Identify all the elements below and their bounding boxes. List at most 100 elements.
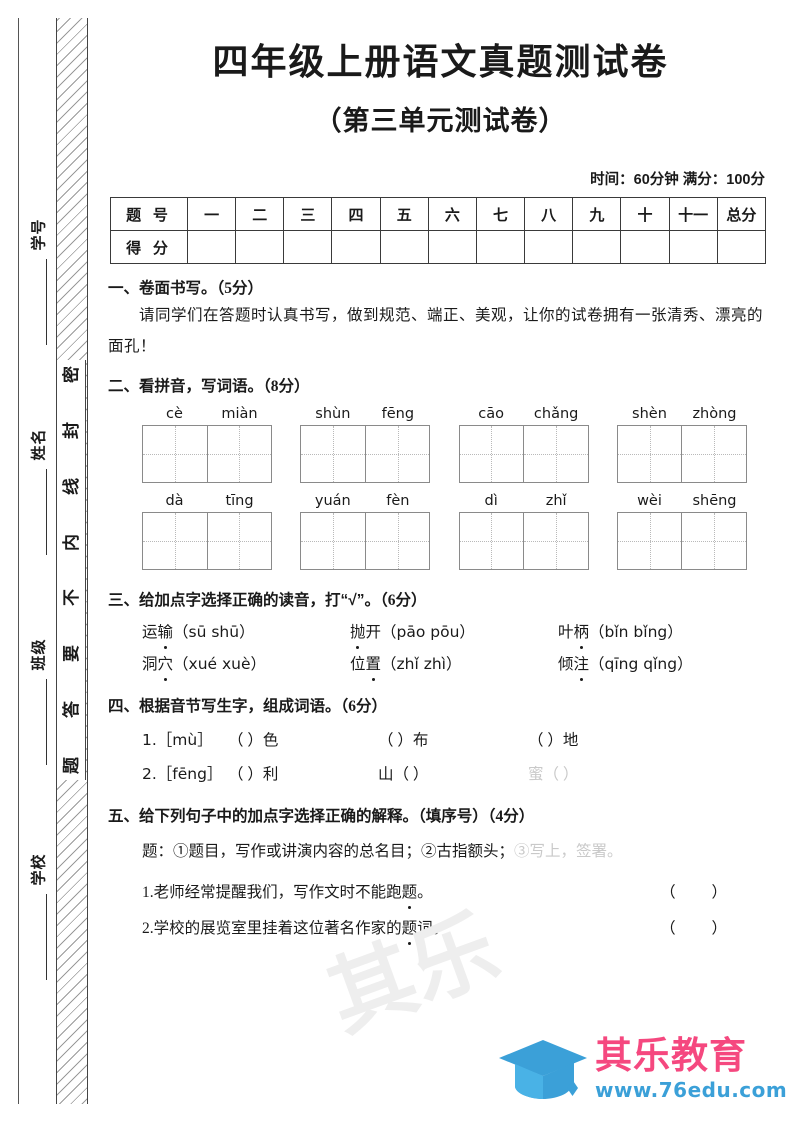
page-subtitle: （第三单元测试卷）	[314, 106, 567, 137]
pinyin-group: wèi shēng	[616, 493, 747, 571]
score-cell[interactable]	[475, 230, 526, 265]
tianzige-cell[interactable]	[301, 513, 365, 570]
pinyin-options[interactable]: （xué xuè）	[173, 655, 267, 674]
score-cell[interactable]	[283, 230, 333, 265]
definition-visible: 题：①题目，写作或讲演内容的总名目；②古指额头；	[142, 843, 515, 861]
pinyin-options[interactable]: （pāo pōu）	[381, 623, 475, 642]
tianzige-box[interactable]	[616, 512, 747, 571]
answer-slot[interactable]: 山（ ）	[378, 766, 429, 784]
pinyin-group: yuán fèn	[300, 493, 431, 571]
pinyin-syllable: miàn	[221, 406, 258, 423]
tianzige-box[interactable]	[616, 425, 747, 484]
tianzige-cell[interactable]	[459, 513, 524, 570]
sentence-text: 2.学校的展览室里挂着这位著名作家的题词。	[142, 916, 449, 946]
student-field-banji[interactable]: 班级	[18, 630, 58, 765]
sentence-prefix: 老师经常提醒我们，写作文时不能跑	[153, 884, 402, 902]
sentence-text: 1.老师经常提醒我们，写作文时不能跑题。	[142, 880, 433, 910]
answer-slot[interactable]: （ ）布	[378, 732, 429, 750]
score-cell[interactable]	[668, 230, 718, 265]
pinyin-options[interactable]: （sū shū）	[173, 623, 255, 642]
sentence-suffix: 词。	[417, 920, 449, 938]
row-label: 题 号	[110, 197, 188, 232]
answer-bracket[interactable]: （ ）	[660, 920, 743, 938]
word-prefix: 运	[142, 624, 158, 642]
seal-word: 不	[61, 589, 81, 607]
tianzige-cell[interactable]	[206, 426, 272, 483]
score-cell[interactable]	[186, 230, 237, 265]
tianzige-cell[interactable]	[143, 513, 207, 570]
site-url: www.76edu.com	[595, 1077, 788, 1102]
dotted-char: 置	[366, 652, 381, 682]
tianzige-box[interactable]	[142, 425, 272, 484]
tianzige-cell[interactable]	[364, 513, 430, 570]
score-cell[interactable]	[524, 230, 574, 265]
score-cell[interactable]	[235, 230, 285, 265]
answer-slot[interactable]: （ ）利	[228, 766, 279, 784]
pronunciation-item[interactable]: 位置（zhǐ zhì）	[350, 652, 558, 682]
score-cell[interactable]	[572, 230, 622, 265]
tianzige-cell[interactable]	[681, 513, 746, 570]
pinyin-options[interactable]: （zhǐ zhì）	[381, 655, 462, 674]
word-suffix: 开	[365, 624, 382, 642]
write-rule[interactable]	[45, 679, 47, 765]
score-cell[interactable]	[379, 230, 429, 265]
fill-row-1: 1.［mù］ （ ）色 （ ）布 （ ）地	[108, 728, 773, 750]
score-cell[interactable]	[620, 230, 670, 265]
dotted-char: 题	[402, 916, 417, 946]
tianzige-cell[interactable]	[523, 513, 588, 570]
tianzige-box[interactable]	[458, 425, 589, 484]
sentence-number: 1.	[142, 884, 154, 902]
answer-slot[interactable]: （ ）地	[528, 732, 579, 750]
write-rule[interactable]	[45, 894, 47, 980]
student-field-xuexiao[interactable]: 学校	[18, 845, 58, 980]
tianzige-box[interactable]	[300, 512, 431, 571]
student-field-xingming[interactable]: 姓名	[18, 420, 58, 555]
tianzige-cell[interactable]	[459, 426, 524, 483]
seal-word: 密	[61, 366, 81, 383]
pronunciation-item[interactable]: 叶柄（bǐn bǐng）	[558, 620, 766, 650]
tianzige-cell[interactable]	[617, 513, 682, 570]
score-cell-total[interactable]	[716, 230, 767, 265]
seal-word: 内	[61, 533, 81, 551]
sentence-number: 2.	[142, 920, 154, 938]
tianzige-cell[interactable]	[681, 426, 746, 483]
pronunciation-item[interactable]: 倾注（qīng qǐng）	[558, 652, 766, 682]
pronunciation-item[interactable]: 洞穴（xué xuè）	[142, 652, 350, 682]
score-cell[interactable]	[331, 230, 381, 265]
pinyin-syllable: fèn	[386, 493, 410, 510]
student-field-xuehao[interactable]: 学号	[18, 210, 58, 345]
pronunciation-item[interactable]: 抛开（pāo pōu）	[350, 620, 558, 650]
write-rule[interactable]	[45, 469, 47, 555]
field-label: 姓名	[31, 428, 48, 461]
tianzige-cell[interactable]	[364, 426, 430, 483]
tianzige-box[interactable]	[142, 512, 272, 571]
pronunciation-item[interactable]: 运输（sū shū）	[142, 620, 350, 650]
pinyin-group: shèn zhòng	[616, 406, 747, 484]
pinyin-labels: shèn zhòng	[617, 406, 747, 422]
score-cell[interactable]	[427, 230, 477, 265]
section-heading-5: 五、给下列句子中的加点字选择正确的解释。（填序号）（4分）	[108, 804, 773, 826]
word-prefix: 倾	[558, 656, 574, 674]
tianzige-cell[interactable]	[523, 426, 588, 483]
field-label: 班级	[31, 638, 48, 671]
tianzige-box[interactable]	[458, 512, 589, 571]
tianzige-cell[interactable]	[617, 426, 682, 483]
sentence-suffix: 。	[417, 884, 433, 902]
answer-slot[interactable]: 蜜（ ）	[528, 766, 579, 784]
fill-row-2: 2.［fēng］ （ ）利 山（ ） 蜜（ ）	[108, 762, 773, 784]
pinyin-options[interactable]: （qīng qǐng）	[589, 655, 693, 674]
tianzige-cell[interactable]	[143, 426, 207, 483]
outer-rule	[18, 18, 19, 1104]
col-header: 八	[524, 197, 574, 232]
tianzige-box[interactable]	[300, 425, 431, 484]
pinyin-options[interactable]: （bǐn bǐng）	[589, 623, 683, 642]
site-logo[interactable]: 其乐教育 www.76edu.com	[497, 1036, 787, 1102]
sealing-line-column: 密 封 线 内 不 要 答 题 学号 姓名 班级 学校	[0, 0, 108, 1122]
write-rule[interactable]	[45, 259, 47, 345]
col-header-total: 总分	[716, 197, 767, 232]
word-prefix: 洞	[142, 656, 158, 674]
answer-slot[interactable]: （ ）色	[228, 732, 279, 750]
tianzige-cell[interactable]	[301, 426, 365, 483]
answer-bracket[interactable]: （ ）	[660, 884, 743, 902]
tianzige-cell[interactable]	[206, 513, 272, 570]
